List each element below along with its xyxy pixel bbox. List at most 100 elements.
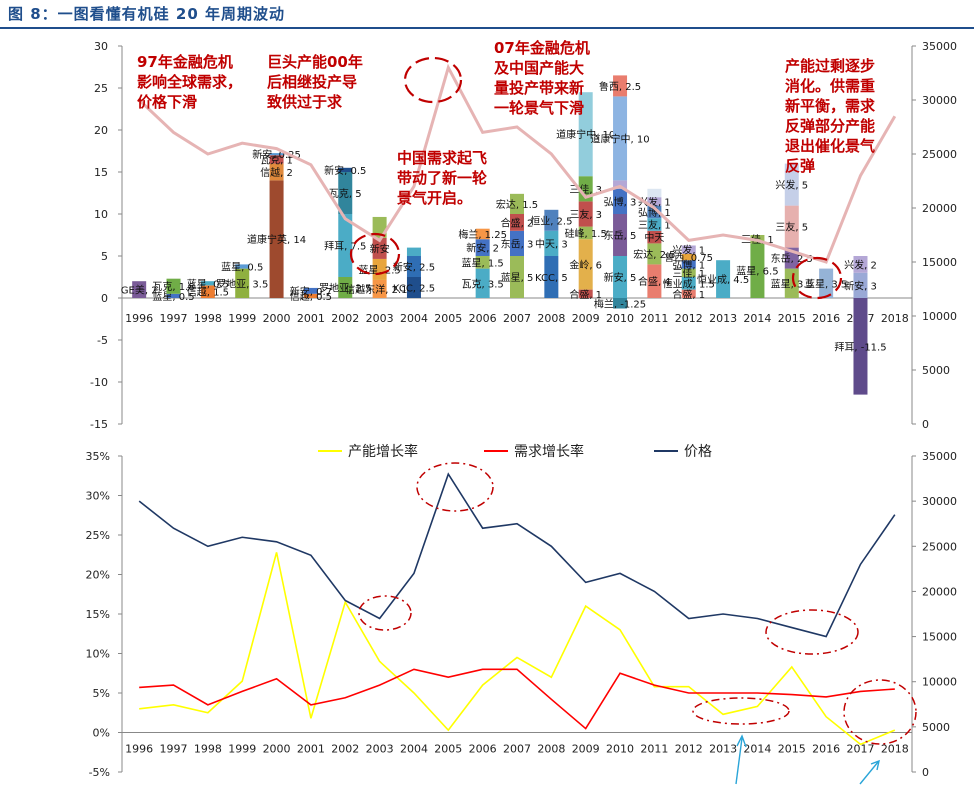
- bar-segment-label: KCC, 5: [535, 273, 568, 284]
- capacity-bar-segment: [510, 214, 524, 231]
- bar-segment-label: 弘博, 3: [604, 195, 637, 208]
- bar-segment-label: 宏达, 1.5: [496, 198, 538, 211]
- capacity-bar-segment: [681, 268, 696, 277]
- top-left-tick-label: 10: [94, 208, 108, 221]
- capacity-bar-segment: [510, 230, 524, 256]
- bar-segment-label: 瓦克, 3.5: [462, 278, 504, 290]
- bottom-x-tick-label: 2014: [743, 743, 771, 756]
- bar-segment-label: 兴发, 1: [638, 195, 671, 208]
- bar-segment-label: 蓝星, 0.5: [152, 291, 194, 303]
- capacity-bar-segment: [166, 293, 181, 298]
- capacity-bar-segment: [578, 289, 593, 298]
- highlight-ellipse: [358, 595, 412, 631]
- bar-segment-label: 信越, 1.5: [187, 286, 229, 299]
- capacity-bar-segment: [132, 281, 147, 298]
- bar-segment-label: 道康宁英, 14: [247, 233, 306, 246]
- capacity-bar-segment: [406, 277, 421, 298]
- capacity-bar-segment: [578, 239, 593, 290]
- top-left-tick-label: -10: [90, 376, 108, 389]
- capacity-bar-segment: [819, 268, 834, 298]
- bottom-x-tick-label: 2016: [812, 743, 840, 756]
- top-left-tick-label: -5: [97, 334, 108, 347]
- capacity-bar-segment: [578, 201, 593, 227]
- capacity-bar-segment: [338, 277, 353, 298]
- capacity-bar-segment: [544, 256, 559, 298]
- bottom-left-tick-label: 5%: [93, 687, 110, 700]
- bar-segment-label: 合盛, 1: [672, 288, 705, 301]
- capacity-bar-segment: [200, 281, 215, 286]
- capacity-bar-segment: [475, 228, 490, 240]
- capacity-bar-segment: [544, 230, 559, 256]
- bottom-right-tick-label: 0: [922, 766, 929, 779]
- top-x-tick-label: 2000: [263, 312, 291, 325]
- capacity-bar-segment: [613, 298, 628, 309]
- top-x-tick-label: 2012: [675, 312, 703, 325]
- capacity-bar-segment: [853, 256, 868, 273]
- top-x-tick-label: 2001: [297, 312, 325, 325]
- highlight-ellipse: [692, 697, 790, 725]
- bottom-x-tick-label: 2006: [469, 743, 497, 756]
- bottom-left-tick-label: 10%: [86, 648, 110, 661]
- top-right-tick-label: 30000: [922, 94, 957, 107]
- capacity-bar-segment: [784, 163, 799, 206]
- figure-title: 图 8：一图看懂有机硅 20 年周期波动: [8, 5, 285, 23]
- bottom-x-tick-label: 2003: [366, 743, 394, 756]
- top-x-tick-label: 2015: [778, 312, 806, 325]
- pointer-arrowhead: [736, 734, 747, 748]
- bar-segment-label: GE美, 2: [121, 284, 158, 297]
- bar-segment-label: 罗地亚, 2.5: [319, 282, 371, 295]
- capacity-bar-segment: [166, 278, 181, 294]
- bottom-x-tick-label: 2005: [434, 743, 462, 756]
- capacity-bar-segment: [578, 226, 593, 240]
- top-x-tick-label: 2011: [640, 312, 668, 325]
- capacity-bar-segment: [647, 243, 662, 265]
- bar-segment-label: 三佳, 1: [672, 267, 705, 280]
- top-left-tick-label: 20: [94, 124, 108, 137]
- bar-segment-label: 三友, 1: [638, 219, 671, 232]
- top-x-tick-label: 2010: [606, 312, 634, 325]
- top-right-tick-label: 10000: [922, 310, 957, 323]
- capacity-bar-segment: [613, 214, 628, 256]
- annotation-oversupply: 巨头产能00年 后相继投产导 致供过于求: [267, 53, 363, 111]
- bar-segment-label: 罗地亚, 3.5: [216, 277, 268, 290]
- bar-segment-label: 蓝星, 1.5: [462, 257, 504, 269]
- capacity-bar-segment: [200, 285, 215, 298]
- capacity-bar-segment: [784, 205, 799, 248]
- top-x-tick-label: 2002: [331, 312, 359, 325]
- capacity-bar-segment: [269, 180, 284, 298]
- top-x-tick-label: 2006: [469, 312, 497, 325]
- annotation-asia-crisis: 97年金融危机 影响全球需求， 价格下滑: [137, 53, 243, 111]
- bar-segment-label: 新安, 2.5: [393, 261, 435, 274]
- capacity-bar-segment: [647, 188, 662, 198]
- capacity-bar-segment: [475, 256, 490, 269]
- annotation-china-demand: 中国需求起飞 带动了新一轮 景气开启。: [397, 149, 488, 207]
- top-x-tick-label: 2009: [572, 312, 600, 325]
- highlight-ellipse: [416, 462, 494, 512]
- capacity-bar-segment: [681, 277, 696, 290]
- legend-label: 产能增长率: [348, 443, 418, 460]
- bar-segment-label: 恒业成, 1.5: [663, 277, 715, 290]
- top-right-tick-label: 0: [922, 418, 929, 431]
- bar-segment-label: 梅兰, -1.25: [594, 297, 646, 310]
- bar-segment-label: 恒业, 2.5: [530, 214, 572, 227]
- bottom-x-tick-label: 2007: [503, 743, 531, 756]
- capacity-bar-segment: [647, 230, 662, 244]
- bottom-x-tick-label: 1998: [194, 743, 222, 756]
- annotation-financial-crisis: 07年金融危机 及中国产能大 量投产带来新 一轮景气下滑: [494, 39, 590, 117]
- top-x-tick-label: 2014: [743, 312, 771, 325]
- capacity-bar-segment: [578, 92, 593, 177]
- bar-segment-label: 中天: [644, 231, 664, 244]
- capacity-bar-segment: [338, 172, 353, 214]
- bottom-right-tick-label: 10000: [922, 676, 957, 689]
- bar-segment-label: 三友, 5: [775, 221, 808, 234]
- capacity-bar-segment: [681, 253, 696, 261]
- capacity-bar-segment: [647, 264, 662, 298]
- bar-segment-label: 蓝星, 0.5: [221, 262, 263, 274]
- bottom-x-tick-label: 2018: [881, 743, 909, 756]
- legend-label: 价格: [684, 444, 712, 460]
- top-left-tick-label: -15: [90, 418, 108, 431]
- top-x-tick-label: 2018: [881, 312, 909, 325]
- capacity-bar-segment: [303, 293, 318, 298]
- bar-segment-label: 合盛, 4: [638, 275, 671, 288]
- bar-segment-label: 东岳, 3: [501, 237, 534, 250]
